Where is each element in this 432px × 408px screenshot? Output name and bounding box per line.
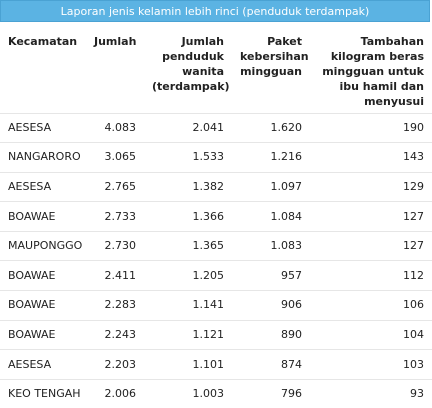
table-row: BOAWAE 2.733 1.366 1.084 127 [0, 201, 432, 232]
table-row: NANGARORO 3.065 1.533 1.216 143 [0, 142, 432, 173]
cell-jumlah: 4.083 [86, 112, 144, 143]
cell-wanita: 1.141 [144, 290, 232, 321]
cell-beras: 129 [310, 171, 432, 202]
cell-jumlah: 2.730 [86, 230, 144, 261]
cell-wanita: 1.366 [144, 201, 232, 232]
column-header-jumlah: Jumlah [94, 35, 137, 48]
table-row: BOAWAE 2.283 1.141 906 106 [0, 290, 432, 321]
column-header-wanita: Jumlah penduduk wanita (terdampak) [152, 35, 230, 93]
cell-paket: 906 [232, 290, 310, 321]
cell-paket: 874 [232, 349, 310, 380]
cell-wanita: 2.041 [144, 112, 232, 143]
cell-beras: 93 [310, 378, 432, 408]
cell-kecamatan: BOAWAE [0, 290, 86, 321]
cell-paket: 890 [232, 319, 310, 350]
cell-beras: 106 [310, 290, 432, 321]
cell-jumlah: 2.765 [86, 171, 144, 202]
cell-wanita: 1.205 [144, 260, 232, 291]
cell-beras: 143 [310, 142, 432, 173]
cell-paket: 1.083 [232, 230, 310, 261]
cell-paket: 1.216 [232, 142, 310, 173]
cell-paket: 1.097 [232, 171, 310, 202]
cell-jumlah: 2.733 [86, 201, 144, 232]
table-row: AESESA 4.083 2.041 1.620 190 [0, 112, 432, 143]
cell-wanita: 1.101 [144, 349, 232, 380]
report-title: Laporan jenis kelamin lebih rinci (pendu… [0, 0, 430, 22]
cell-jumlah: 2.203 [86, 349, 144, 380]
cell-jumlah: 2.411 [86, 260, 144, 291]
cell-jumlah: 2.006 [86, 378, 144, 408]
cell-kecamatan: BOAWAE [0, 201, 86, 232]
cell-kecamatan: AESESA [0, 112, 86, 143]
cell-jumlah: 2.243 [86, 319, 144, 350]
cell-beras: 127 [310, 201, 432, 232]
table-row: BOAWAE 2.411 1.205 957 112 [0, 260, 432, 291]
cell-wanita: 1.533 [144, 142, 232, 173]
table-row: AESESA 2.203 1.101 874 103 [0, 349, 432, 380]
cell-paket: 1.084 [232, 201, 310, 232]
cell-wanita: 1.382 [144, 171, 232, 202]
table-row: BOAWAE 2.243 1.121 890 104 [0, 319, 432, 350]
cell-beras: 112 [310, 260, 432, 291]
cell-beras: 190 [310, 112, 432, 143]
cell-wanita: 1.003 [144, 378, 232, 408]
cell-kecamatan: NANGARORO [0, 142, 86, 173]
cell-kecamatan: BOAWAE [0, 319, 86, 350]
cell-kecamatan: AESESA [0, 171, 86, 202]
report-table: Kecamatan Jumlah Jumlah penduduk wanita … [0, 26, 432, 408]
table-row: MAUPONGGO 2.730 1.365 1.083 127 [0, 230, 432, 261]
table-header-row: Kecamatan Jumlah Jumlah penduduk wanita … [0, 26, 432, 113]
column-header-beras: Tambahan kilogram beras mingguan untuk i… [322, 35, 424, 108]
cell-kecamatan: MAUPONGGO [0, 230, 86, 261]
cell-paket: 796 [232, 378, 310, 408]
column-header-kecamatan: Kecamatan [8, 35, 78, 48]
cell-jumlah: 2.283 [86, 290, 144, 321]
cell-jumlah: 3.065 [86, 142, 144, 173]
cell-kecamatan: AESESA [0, 349, 86, 380]
cell-beras: 103 [310, 349, 432, 380]
cell-paket: 1.620 [232, 112, 310, 143]
column-header-paket: Paket kebersihan mingguan [240, 35, 309, 78]
cell-beras: 127 [310, 230, 432, 261]
cell-kecamatan: KEO TENGAH [0, 378, 86, 408]
cell-wanita: 1.121 [144, 319, 232, 350]
table-row: KEO TENGAH 2.006 1.003 796 93 [0, 378, 432, 408]
cell-beras: 104 [310, 319, 432, 350]
cell-paket: 957 [232, 260, 310, 291]
cell-wanita: 1.365 [144, 230, 232, 261]
cell-kecamatan: BOAWAE [0, 260, 86, 291]
table-row: AESESA 2.765 1.382 1.097 129 [0, 171, 432, 202]
